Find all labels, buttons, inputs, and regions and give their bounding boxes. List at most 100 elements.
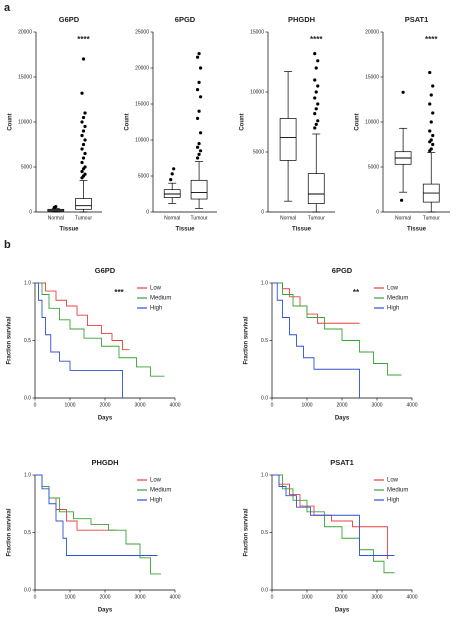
y-tick-label: 0.5 [261, 338, 268, 344]
annotation: **** [425, 35, 438, 44]
y-tick-label: 15000 [250, 29, 264, 35]
outlier [428, 70, 432, 75]
outlier [197, 109, 201, 113]
x-tick-label: Normal [395, 215, 411, 221]
legend-label: Medium [387, 296, 408, 302]
x-tick-label: 3000 [371, 594, 382, 600]
legend-label: High [387, 498, 399, 504]
outlier [429, 147, 433, 151]
outlier [195, 145, 200, 149]
x-axis-label: Days [98, 608, 113, 614]
annotation: *** [114, 288, 124, 297]
y-tick-label: 0.0 [24, 587, 31, 593]
outlier [172, 167, 176, 171]
x-tick-label: Normal [164, 215, 180, 221]
outlier [429, 138, 433, 142]
outlier [314, 122, 318, 126]
y-tick-label: 20000 [365, 29, 379, 35]
x-tick-label: Normal [48, 215, 64, 221]
outlier [428, 129, 432, 133]
x-axis-label: Days [98, 416, 113, 422]
outlier [313, 52, 317, 56]
x-tick-label: 4000 [169, 594, 180, 600]
y-tick-label: 0.5 [261, 530, 268, 536]
outlier [80, 91, 84, 95]
outlier [83, 138, 87, 142]
legend-label: Low [150, 478, 162, 484]
legend-label: Medium [387, 488, 408, 494]
x-tick-label: Tumour [423, 215, 440, 221]
outlier [316, 119, 320, 123]
outlier [198, 131, 203, 135]
x-tick-label: 2000 [336, 594, 347, 600]
y-axis-label: Fraction survival [244, 316, 250, 364]
survival-curve [35, 474, 158, 556]
outlier [83, 124, 87, 129]
outlier [83, 172, 87, 176]
x-tick-label: 3000 [134, 594, 145, 600]
outlier [81, 156, 86, 160]
outlier [83, 165, 87, 169]
y-axis-label: Count [125, 113, 131, 130]
y-tick-label: 0 [376, 209, 379, 215]
legend-label: High [150, 306, 162, 312]
chart-title: G6PD [59, 15, 80, 24]
y-tick-label: 10000 [365, 119, 379, 125]
y-tick-label: 10000 [18, 119, 32, 125]
x-tick-label: 4000 [406, 594, 417, 600]
legend-label: Low [387, 478, 399, 484]
outlier [81, 115, 86, 120]
x-tick-label: 0 [34, 402, 37, 408]
outlier [431, 142, 435, 147]
y-tick-label: 0 [29, 209, 32, 215]
legend-label: Medium [150, 296, 171, 302]
y-tick-label: 5000 [253, 149, 264, 155]
y-tick-label: 0.0 [261, 587, 268, 593]
chart-title: PHGDH [91, 458, 118, 467]
y-tick-label: 20000 [135, 65, 149, 71]
y-tick-label: 0.0 [261, 395, 268, 401]
y-axis-label: Count [8, 113, 14, 130]
y-axis-label: Fraction survival [7, 508, 13, 556]
outlier [314, 107, 318, 111]
outlier [316, 102, 320, 106]
chart-title: PHGDH [288, 15, 315, 24]
outlier [81, 57, 86, 61]
x-tick-label: 2000 [99, 402, 110, 408]
x-axis-label: Tissue [60, 227, 80, 233]
legend-label: Medium [150, 488, 171, 494]
outlier [81, 142, 86, 147]
outlier [431, 111, 435, 115]
x-axis-label: Tissue [292, 227, 312, 233]
outlier [197, 142, 201, 146]
outlier [198, 95, 203, 99]
box [279, 118, 297, 161]
annotation: **** [77, 35, 90, 44]
box [190, 179, 208, 200]
chart-title: G6PD [95, 266, 116, 275]
survival-curve [35, 282, 130, 351]
y-tick-label: 20000 [18, 29, 32, 35]
outlier [313, 126, 317, 130]
survival-curve [35, 282, 165, 377]
outlier [195, 88, 200, 92]
outlier [83, 151, 87, 156]
outlier [80, 133, 84, 138]
outlier [54, 205, 58, 209]
outlier [83, 111, 87, 115]
outlier [314, 66, 318, 70]
survival-curve [35, 282, 123, 398]
survival-curve [272, 474, 388, 559]
x-tick-label: 1000 [301, 402, 312, 408]
outlier [195, 116, 200, 120]
outlier [313, 96, 317, 100]
y-tick-label: 1.0 [261, 472, 268, 478]
legend-label: High [387, 306, 399, 312]
annotation: **** [310, 35, 323, 44]
survival-curve [272, 474, 395, 556]
x-tick-label: 3000 [371, 402, 382, 408]
outlier [195, 156, 200, 160]
x-axis-label: Days [335, 608, 350, 614]
x-tick-label: 0 [271, 402, 274, 408]
x-tick-label: 2000 [99, 594, 110, 600]
